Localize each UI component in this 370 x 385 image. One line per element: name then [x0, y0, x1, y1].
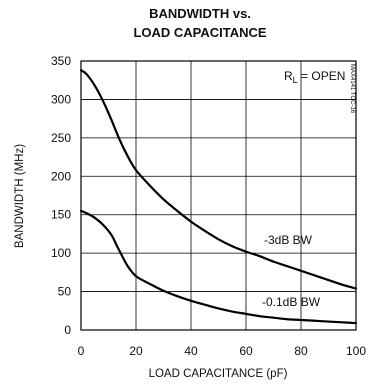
figure-code: MAX4141 TOC-16	[349, 64, 355, 114]
series-label-01db: -0.1dB BW	[262, 295, 321, 309]
x-tick-label: 40	[184, 344, 198, 358]
y-tick-label: 350	[51, 54, 71, 68]
x-tick-label: 80	[294, 344, 308, 358]
grid	[81, 61, 356, 330]
y-tick-label: 50	[58, 285, 72, 299]
curve-3db-bw	[79, 69, 358, 290]
curve-0-1db-bw	[79, 209, 358, 325]
y-tick-label: 200	[51, 169, 71, 183]
tick-labels: 0 20 40 60 80 100 0 50 100 150 200 250 300 350	[51, 54, 366, 358]
y-tick-label: 0	[64, 323, 71, 337]
y-tick-label: 300	[51, 92, 71, 106]
y-axis-label: BANDWIDTH (MHz)	[14, 144, 26, 248]
condition-label: RL = OPEN	[284, 69, 345, 85]
x-axis-label: LOAD CAPACITANCE (pF)	[149, 368, 288, 380]
series-label-3db: -3dB BW	[264, 233, 313, 247]
chart-title-line2: LOAD CAPACITANCE	[133, 25, 266, 40]
plot-frame	[80, 60, 357, 331]
x-tick-label: 60	[239, 344, 253, 358]
x-tick-label: 0	[78, 344, 85, 358]
x-tick-label: 20	[129, 344, 143, 358]
curves	[79, 69, 358, 325]
y-tick-label: 100	[51, 246, 71, 260]
y-tick-label: 150	[51, 208, 71, 222]
y-tick-label: 250	[51, 131, 71, 145]
chart-title-line1: BANDWIDTH vs.	[149, 6, 251, 21]
x-tick-label: 100	[346, 344, 366, 358]
